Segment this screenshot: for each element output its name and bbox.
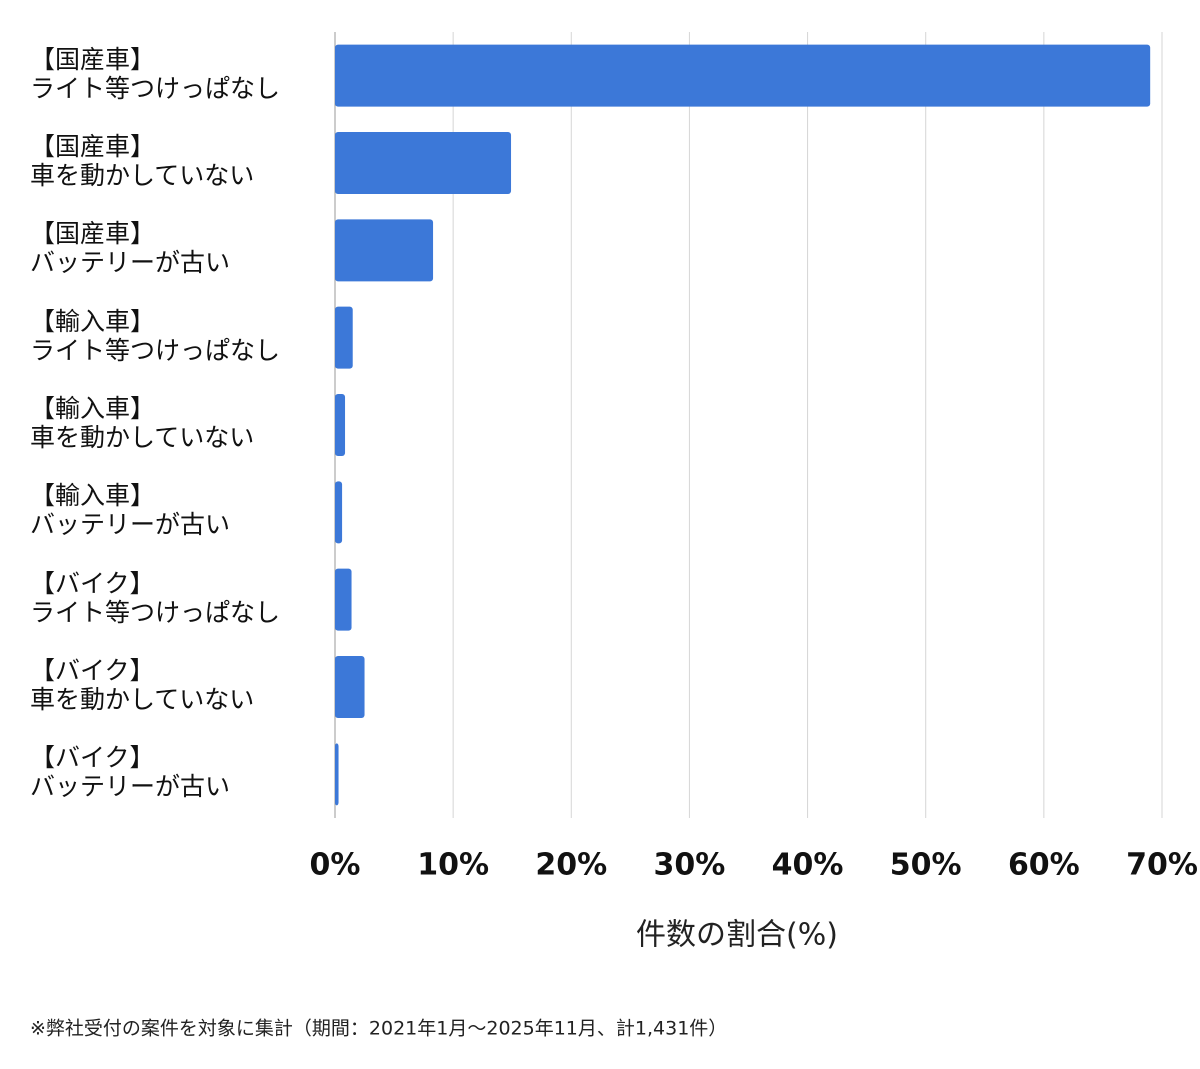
bar [335,132,512,194]
y-tick-label: 【バイク】 バッテリーが古い [30,743,231,802]
y-tick-label: 【バイク】 ライト等つけっぱなし [30,568,281,627]
bar [335,568,352,631]
x-tick-label: 60% [1008,848,1080,883]
bar [335,44,1151,107]
footnote: ※弊社受付の案件を対象に集計（期間：2021年1月〜2025年11月、計1,43… [30,1018,727,1040]
x-tick-label: 30% [654,848,726,883]
x-tick-label: 40% [772,848,844,883]
x-tick-label: 70% [1126,848,1198,883]
y-tick-label: 【輸入車】 バッテリーが古い [30,481,231,540]
y-tick-label: 【国産車】 バッテリーが古い [30,219,231,278]
x-tick-label: 10% [417,848,489,883]
x-tick-label: 50% [890,848,962,883]
bar [335,219,434,282]
bar [335,394,346,456]
bar [335,481,343,544]
y-tick-label: 【輸入車】 ライト等つけっぱなし [30,306,281,365]
bar [335,743,339,806]
x-tick-label: 20% [535,848,607,883]
x-tick-label: 0% [310,848,361,883]
y-tick-label: 【バイク】 車を動かしていない [30,656,255,714]
y-tick-label: 【輸入車】 車を動かしていない [30,394,255,452]
bar [335,306,353,369]
y-tick-label: 【国産車】 ライト等つけっぱなし [30,44,281,103]
y-tick-label: 【国産車】 車を動かしていない [30,132,255,190]
x-axis-title: 件数の割合(%) [636,918,838,953]
bar [335,656,365,718]
